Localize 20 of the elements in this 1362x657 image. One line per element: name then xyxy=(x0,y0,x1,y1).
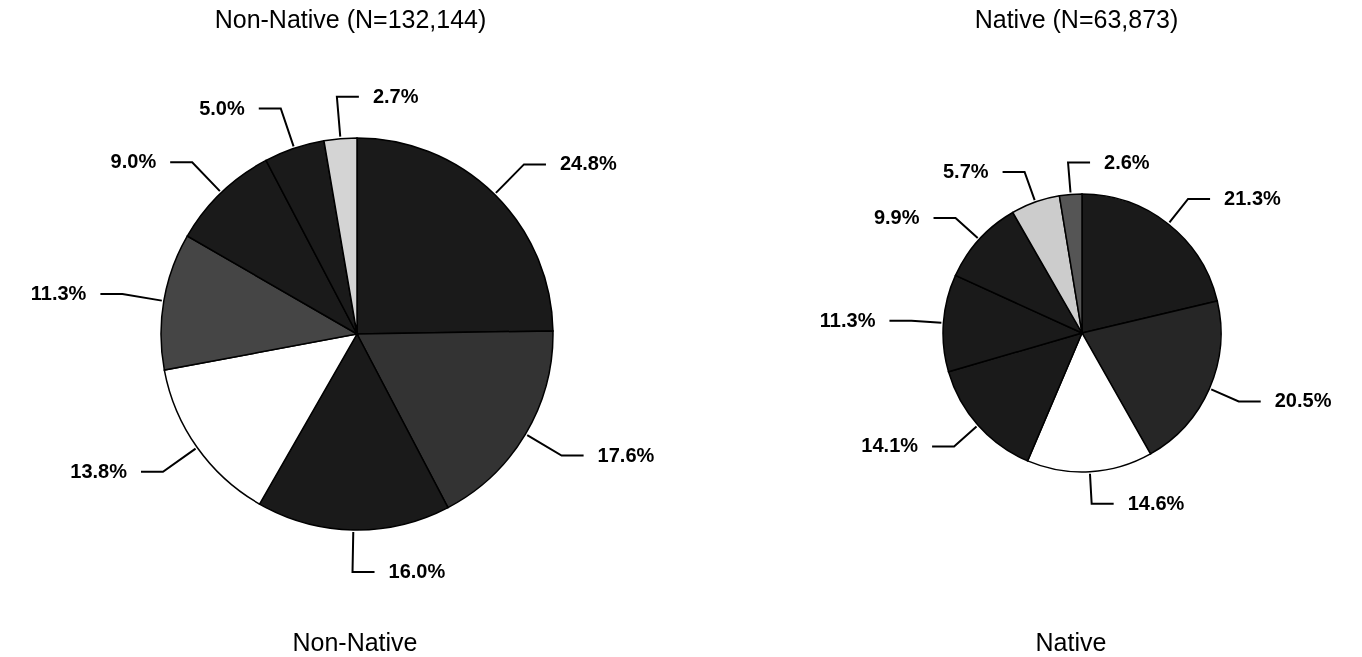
data-label: 2.6% xyxy=(1104,150,1150,173)
chart-title: Non-Native (N=132,144) xyxy=(214,5,487,33)
data-label: 9.0% xyxy=(110,150,157,173)
text: Native xyxy=(1035,628,1107,656)
data-label: 11.3% xyxy=(819,308,876,331)
data-label: 20.5% xyxy=(1274,389,1332,412)
data-label: 24.8% xyxy=(559,152,617,175)
data-label: 11.3% xyxy=(30,281,87,304)
text: Non-Native xyxy=(292,628,418,656)
data-label: 16.0% xyxy=(388,559,446,582)
data-label: 17.6% xyxy=(597,443,655,466)
data-label: 2.7% xyxy=(372,84,419,107)
data-label: 5.0% xyxy=(199,96,245,119)
data-label: 14.6% xyxy=(1127,491,1185,514)
data-label: 21.3% xyxy=(1224,186,1281,209)
data-label: 13.8% xyxy=(70,459,128,482)
data-label: 9.9% xyxy=(873,205,920,228)
data-label: 14.1% xyxy=(861,434,919,457)
chart-title: Native (N=63,873) xyxy=(974,5,1179,33)
data-label: 5.7% xyxy=(942,159,989,182)
